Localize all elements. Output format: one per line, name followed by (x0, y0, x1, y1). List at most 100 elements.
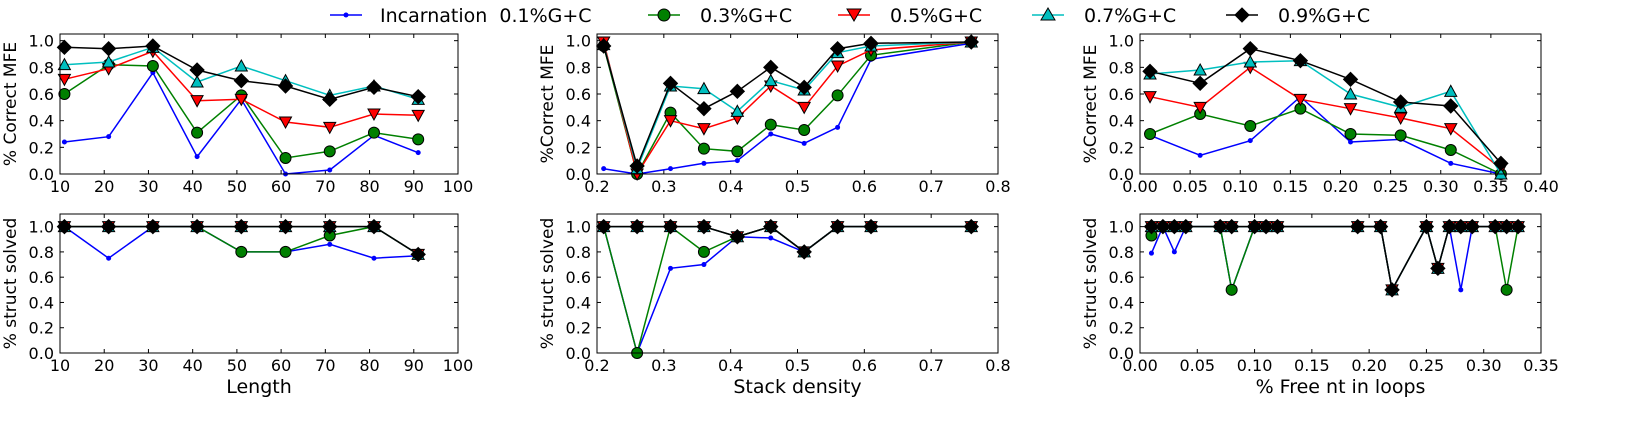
x-tick-label: 0.35 (1473, 177, 1509, 196)
x-tick-label: 0.8 (985, 356, 1010, 375)
data-point (1292, 52, 1309, 69)
data-point (797, 101, 812, 115)
data-point (415, 150, 421, 156)
data-point (367, 126, 380, 139)
y-tick-label: 1.0 (566, 32, 591, 51)
legend-label-0: Incarnation 0.1%G+C (380, 5, 592, 27)
panel-0: 10 20 30 40 50 60 70 80 90 100 0.0 0.2 0.4 0.6 0.8 1.0%… (1, 32, 473, 196)
data-point (829, 40, 846, 57)
panel-2: 0.00 0.05 0.10 0.15 0.20 0.25 0.30 0.35 0.40 0.0 0… (1081, 32, 1559, 196)
data-point (322, 218, 338, 235)
y-axis-label: % struct solved (538, 218, 558, 350)
y-tick-label: 0.6 (1109, 268, 1134, 287)
y-tick-label: 0.0 (1109, 165, 1134, 184)
data-point (798, 124, 811, 136)
x-tick-label: 0.8 (985, 177, 1010, 196)
data-point (106, 134, 112, 140)
series-2 (1143, 61, 1508, 176)
y-tick-label: 0.8 (566, 58, 591, 77)
data-point (145, 218, 161, 235)
data-point (145, 38, 161, 54)
data-point (327, 167, 333, 173)
data-point (1443, 98, 1459, 114)
x-tick-label: 0.15 (1273, 177, 1309, 196)
x-tick-label: 20 (94, 177, 114, 196)
x-tick-label: 60 (271, 177, 291, 196)
data-point (233, 72, 250, 89)
data-point (1293, 93, 1308, 107)
data-point (1166, 218, 1183, 235)
data-point (1487, 218, 1503, 235)
x-tick-label: 0.25 (1409, 356, 1445, 375)
data-point (1212, 218, 1228, 235)
x-tick-label: 0.3 (651, 177, 676, 196)
series-2 (57, 45, 426, 135)
x-tick-label: 0.30 (1466, 356, 1502, 375)
data-point (668, 265, 674, 271)
data-point (1393, 112, 1408, 126)
data-point (190, 95, 204, 108)
data-point (235, 245, 248, 258)
data-point (696, 100, 712, 117)
y-tick-label: 0.6 (566, 85, 591, 104)
y-tick-label: 0.4 (1109, 293, 1134, 312)
data-point (830, 60, 845, 74)
data-point (697, 123, 711, 136)
legend: Incarnation 0.1%G+C 0.3%G+C 0.5%G+C 0.7%… (330, 5, 1370, 27)
axes-frame (1139, 33, 1542, 175)
data-point (601, 166, 607, 172)
data-point (1223, 218, 1240, 235)
data-point (100, 218, 117, 235)
data-point (146, 60, 159, 72)
data-point (1430, 260, 1446, 277)
data-point (963, 34, 979, 50)
data-point (410, 88, 426, 105)
data-point (697, 81, 711, 95)
data-point (101, 54, 116, 68)
data-point (696, 218, 712, 235)
legend-item-0: Incarnation 0.1%G+C (330, 5, 592, 27)
panel-4: 0.2 0.3 0.4 0.5 0.6 0.7 0.80.00.20.40.60.81.0%… (538, 213, 1011, 398)
data-point (629, 218, 645, 235)
data-point (323, 145, 336, 158)
x-tick-label: 80 (359, 177, 379, 196)
panel-1: 0.2 0.3 0.4 0.5 0.6 0.7 0.80.00.20.40.60.81.0%… (538, 32, 1011, 196)
data-point (668, 166, 674, 172)
data-point (367, 108, 381, 122)
x-tick-label: 70 (315, 177, 335, 196)
y-tick-label: 1.0 (1109, 32, 1134, 51)
data-point (729, 229, 746, 245)
data-point (1142, 63, 1158, 80)
data-point (1441, 218, 1458, 235)
series-4 (1143, 218, 1526, 298)
x-axis-label: Length (226, 376, 292, 398)
data-point (1258, 218, 1274, 235)
data-point (277, 218, 294, 235)
axes-frame (59, 33, 459, 175)
x-tick-label: 30 (138, 177, 158, 196)
data-point (371, 255, 377, 261)
series-0 (601, 40, 974, 177)
series-line (1149, 47, 1502, 164)
x-tick-label: 0.3 (651, 356, 676, 375)
data-point (863, 35, 879, 52)
y-tick-label: 0.2 (29, 138, 54, 157)
data-point (731, 145, 744, 158)
y-tick-label: 1.0 (1109, 218, 1134, 237)
data-point (278, 116, 293, 130)
series-line (602, 41, 972, 172)
data-point (1510, 218, 1526, 235)
x-tick-label: 100 (443, 177, 474, 196)
series-line (603, 225, 972, 253)
y-tick-label: 0.8 (29, 243, 54, 262)
data-point (963, 218, 979, 235)
axes-frame (596, 33, 999, 175)
data-point (1242, 40, 1258, 57)
y-axis-label: %Correct MFE (538, 45, 558, 164)
legend-label-2: 0.5%G+C (890, 5, 982, 27)
data-point (595, 218, 612, 235)
plot-area (60, 34, 458, 174)
x-tick-label: 0.10 (1237, 356, 1273, 375)
y-tick-label: 0.0 (29, 344, 54, 363)
data-point (1372, 218, 1389, 235)
